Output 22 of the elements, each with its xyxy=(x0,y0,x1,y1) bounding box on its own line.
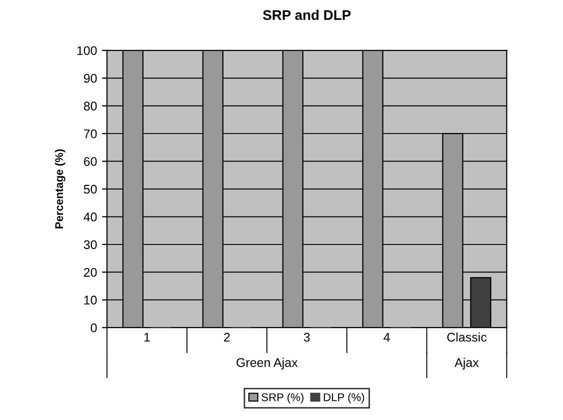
y-tick-label: 90 xyxy=(84,74,97,83)
y-tick-label: 30 xyxy=(84,240,97,250)
x-tick-label: 1 xyxy=(144,332,150,342)
text: Green Ajax xyxy=(236,358,298,370)
x-tick-label: 2 xyxy=(224,332,230,342)
legend-label: DLP (%) xyxy=(324,393,364,404)
x-tick-label: Classic xyxy=(447,332,487,342)
y-tick-label: 70 xyxy=(84,129,97,138)
legend-label: SRP (%) xyxy=(262,393,304,404)
y-tick-label: 10 xyxy=(84,296,97,305)
y-tick-label: 50 xyxy=(84,184,97,194)
x-tick-label: 4 xyxy=(384,332,390,342)
x-tick-label: 3 xyxy=(304,332,310,342)
text: Ajax xyxy=(454,358,479,370)
y-tick-label: 40 xyxy=(84,212,97,222)
y-axis-title: Percentage (%) xyxy=(54,149,66,228)
chart-title: SRP and DLP xyxy=(262,10,351,20)
y-tick-label: 80 xyxy=(84,102,97,110)
y-tick-label: 20 xyxy=(84,268,97,277)
y-tick-label: 100 xyxy=(77,46,97,56)
y-tick-label: 0 xyxy=(90,323,97,332)
y-tick-label: 60 xyxy=(84,157,97,166)
